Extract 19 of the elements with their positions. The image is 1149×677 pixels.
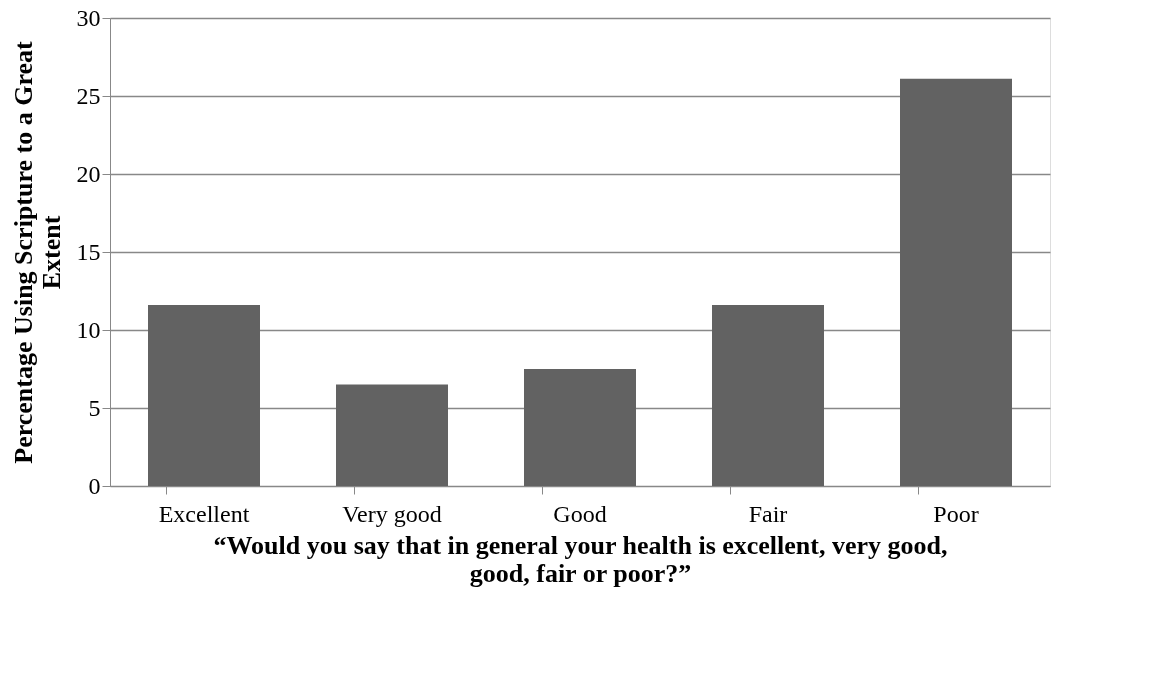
x-tick-label: Excellent (158, 500, 250, 527)
y-axis-title: Percentage Using Scripture to a Great Extent (8, 40, 66, 464)
y-tick-label: 5 (88, 394, 101, 421)
y-tick-label: 30 (76, 4, 101, 31)
bar (148, 305, 260, 486)
y-tick-label: 0 (88, 472, 101, 499)
y-tick-label: 10 (76, 316, 101, 343)
bar (712, 305, 824, 486)
bar (900, 78, 1012, 486)
x-axis-title: “Would you say that in general your health is excellent, very good, good, fair or poor?” (213, 530, 948, 588)
y-tick-label: 15 (76, 238, 101, 265)
y-tick-label: 25 (76, 82, 101, 109)
x-tick-label: Poor (933, 500, 979, 527)
x-tick-label: Fair (748, 500, 788, 527)
y-tick-label: 20 (76, 160, 101, 187)
x-tick-label: Very good (342, 500, 442, 527)
x-tick-label: Good (553, 500, 607, 527)
bar (336, 384, 448, 486)
bar (524, 369, 636, 486)
